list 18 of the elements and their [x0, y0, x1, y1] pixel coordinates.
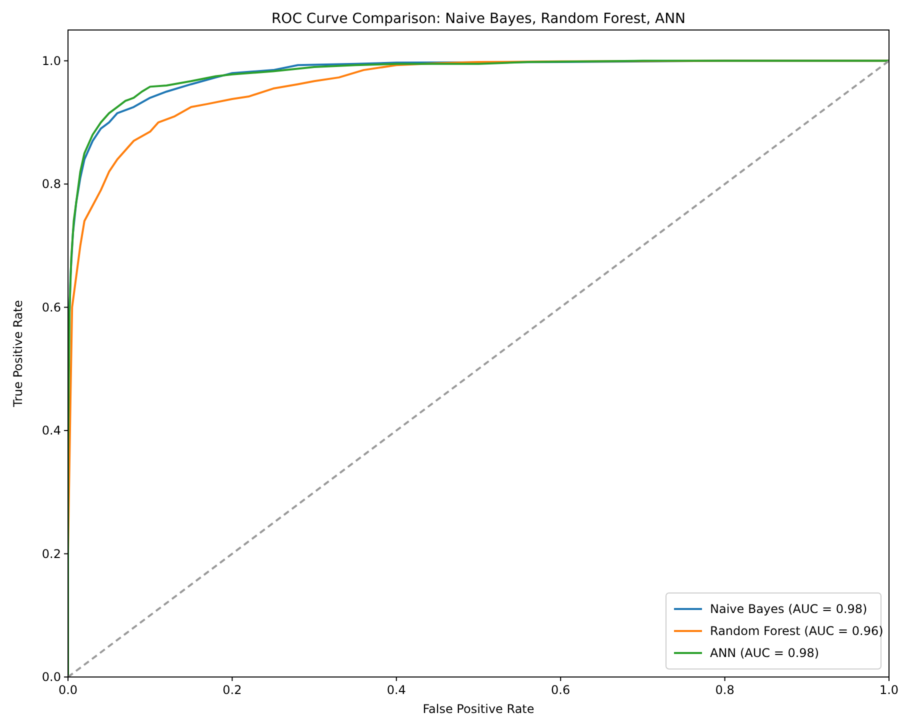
x-tick-label: 0.8	[715, 683, 734, 697]
legend-label: Naive Bayes (AUC = 0.98)	[710, 602, 868, 616]
y-tick-label: 0.8	[42, 177, 61, 192]
x-tick-label: 0.0	[58, 683, 78, 697]
x-tick-label: 1.0	[879, 683, 899, 697]
y-tick-label: 0.4	[42, 424, 61, 438]
y-tick-label: 1.0	[42, 54, 61, 68]
x-tick-label: 0.4	[386, 683, 406, 697]
chart-title: ROC Curve Comparison: Naive Bayes, Random Forest, ANN	[271, 11, 686, 27]
x-axis-title: False Positive Rate	[422, 702, 534, 716]
x-tick-label: 0.2	[222, 683, 242, 697]
y-axis-title: True Positive Rate	[11, 300, 25, 408]
y-tick-label: 0.0	[42, 670, 61, 684]
y-tick-label: 0.6	[42, 300, 61, 314]
x-tick-label: 0.6	[551, 683, 570, 697]
legend-label: ANN (AUC = 0.98)	[710, 646, 820, 660]
y-tick-label: 0.2	[42, 546, 61, 561]
legend-label: Random Forest (AUC = 0.96)	[710, 624, 884, 638]
